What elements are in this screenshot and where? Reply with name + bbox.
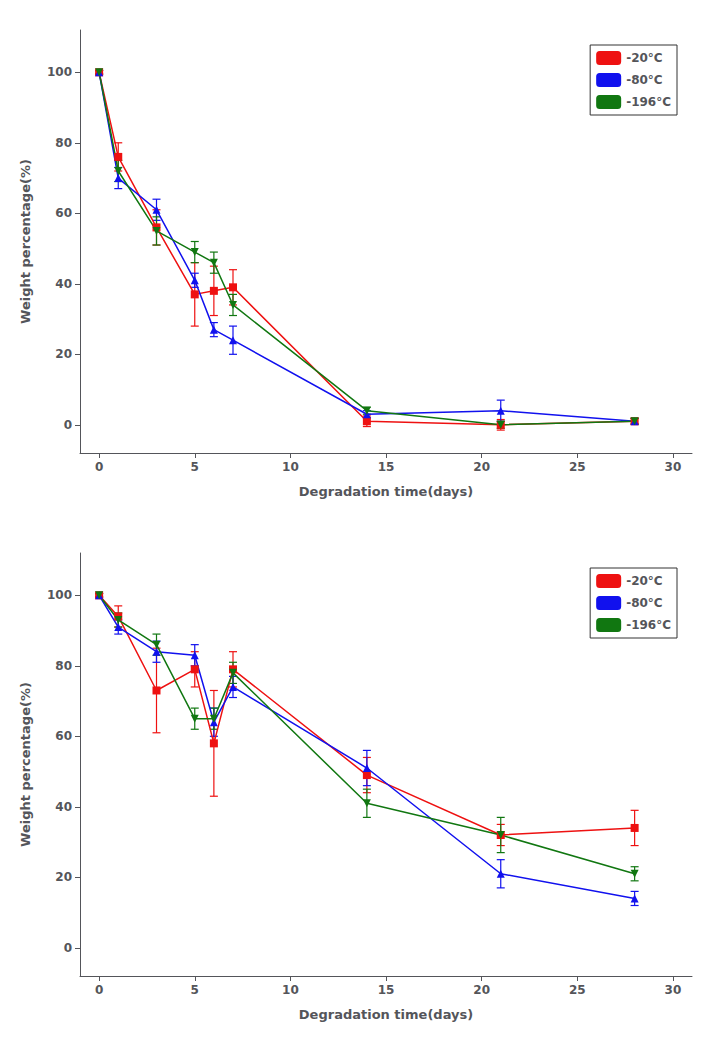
- svg-text:-196°C: -196°C: [626, 95, 671, 109]
- svg-text:0: 0: [64, 418, 72, 432]
- svg-text:10: 10: [282, 460, 299, 474]
- svg-text:20: 20: [473, 983, 490, 997]
- svg-text:25: 25: [569, 983, 586, 997]
- svg-text:5: 5: [191, 460, 199, 474]
- svg-text:60: 60: [55, 206, 72, 220]
- svg-text:-20°C: -20°C: [626, 574, 663, 588]
- svg-text:40: 40: [55, 800, 72, 814]
- svg-text:25: 25: [569, 460, 586, 474]
- svg-text:30: 30: [665, 983, 682, 997]
- svg-text:-80°C: -80°C: [626, 73, 663, 87]
- svg-text:80: 80: [55, 659, 72, 673]
- svg-text:0: 0: [95, 460, 103, 474]
- svg-text:5: 5: [191, 983, 199, 997]
- svg-text:-80°C: -80°C: [626, 596, 663, 610]
- svg-text:-196°C: -196°C: [626, 618, 671, 632]
- svg-text:Weight percentage(%): Weight percentage(%): [18, 682, 33, 847]
- svg-text:0: 0: [95, 983, 103, 997]
- svg-text:Degradation time(days): Degradation time(days): [299, 1007, 473, 1022]
- svg-text:100: 100: [47, 65, 72, 79]
- svg-text:100: 100: [47, 588, 72, 602]
- svg-text:10: 10: [282, 983, 299, 997]
- svg-text:Degradation time(days): Degradation time(days): [299, 484, 473, 499]
- svg-text:20: 20: [473, 460, 490, 474]
- svg-text:80: 80: [55, 136, 72, 150]
- svg-text:60: 60: [55, 729, 72, 743]
- svg-text:Weight percentage(%): Weight percentage(%): [18, 159, 33, 324]
- svg-text:40: 40: [55, 277, 72, 291]
- svg-text:-20°C: -20°C: [626, 51, 663, 65]
- svg-text:0: 0: [64, 941, 72, 955]
- svg-text:20: 20: [55, 870, 72, 884]
- svg-text:30: 30: [665, 460, 682, 474]
- svg-text:20: 20: [55, 347, 72, 361]
- svg-text:15: 15: [378, 460, 395, 474]
- svg-text:15: 15: [378, 983, 395, 997]
